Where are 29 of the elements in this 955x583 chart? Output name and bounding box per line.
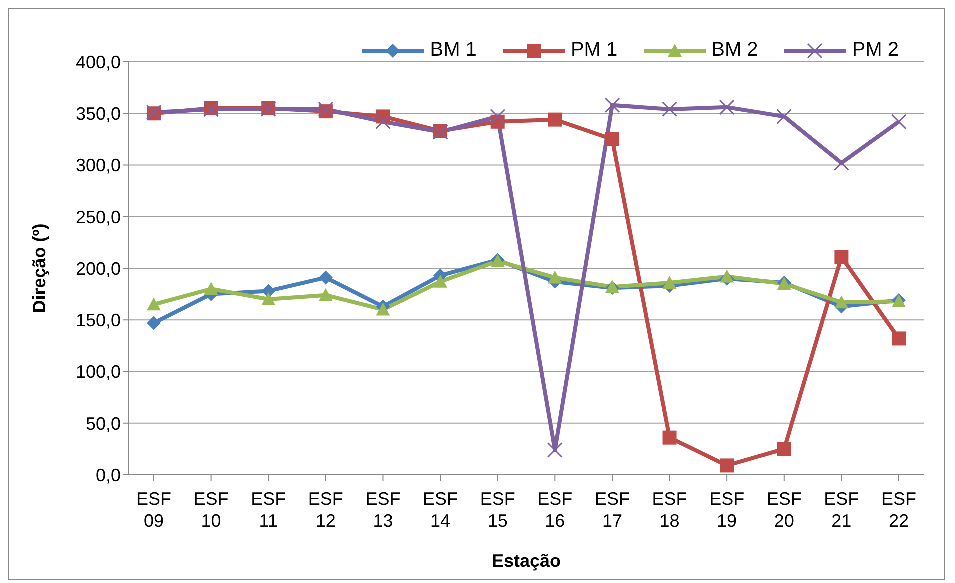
y-tick-label: 150,0	[76, 310, 121, 331]
x-tick-label: ESF 16	[538, 489, 573, 531]
x-tick-label: ESF 09	[136, 489, 172, 531]
x-tick-label: ESF 11	[251, 489, 286, 531]
legend-label: BM 1	[430, 39, 477, 62]
x-tick-label: ESF 14	[423, 489, 458, 531]
y-tick-label: 250,0	[76, 207, 121, 228]
x-tick-label: ESF 10	[194, 489, 229, 531]
y-tick-label: 200,0	[76, 258, 121, 279]
x-tick-label: ESF 19	[710, 489, 745, 531]
x-tick-label: ESF 18	[652, 489, 688, 531]
x-tick-label: ESF 21	[824, 489, 860, 531]
x-tick-label: ESF 12	[308, 489, 344, 531]
x-axis-title: Estação	[492, 551, 562, 571]
legend-label: PM 2	[852, 39, 899, 62]
y-tick-label: 300,0	[76, 156, 121, 176]
x-tick-label: ESF 13	[366, 489, 401, 531]
x-tick-label: ESF 20	[766, 489, 802, 531]
y-tick-label: 400,0	[76, 52, 121, 72]
legend-label: BM 2	[712, 39, 758, 62]
y-tick-label: 350,0	[76, 104, 121, 124]
y-tick-label: 0,0	[96, 465, 121, 486]
y-tick-label: 50,0	[86, 414, 121, 434]
y-axis-title: Direção (º)	[29, 224, 50, 314]
legend-label: PM 1	[570, 39, 618, 62]
x-tick-label: ESF 15	[480, 489, 516, 531]
x-tick-label: ESF 17	[594, 489, 630, 531]
x-tick-label: ESF 22	[881, 489, 917, 531]
y-tick-label: 100,0	[76, 362, 121, 382]
